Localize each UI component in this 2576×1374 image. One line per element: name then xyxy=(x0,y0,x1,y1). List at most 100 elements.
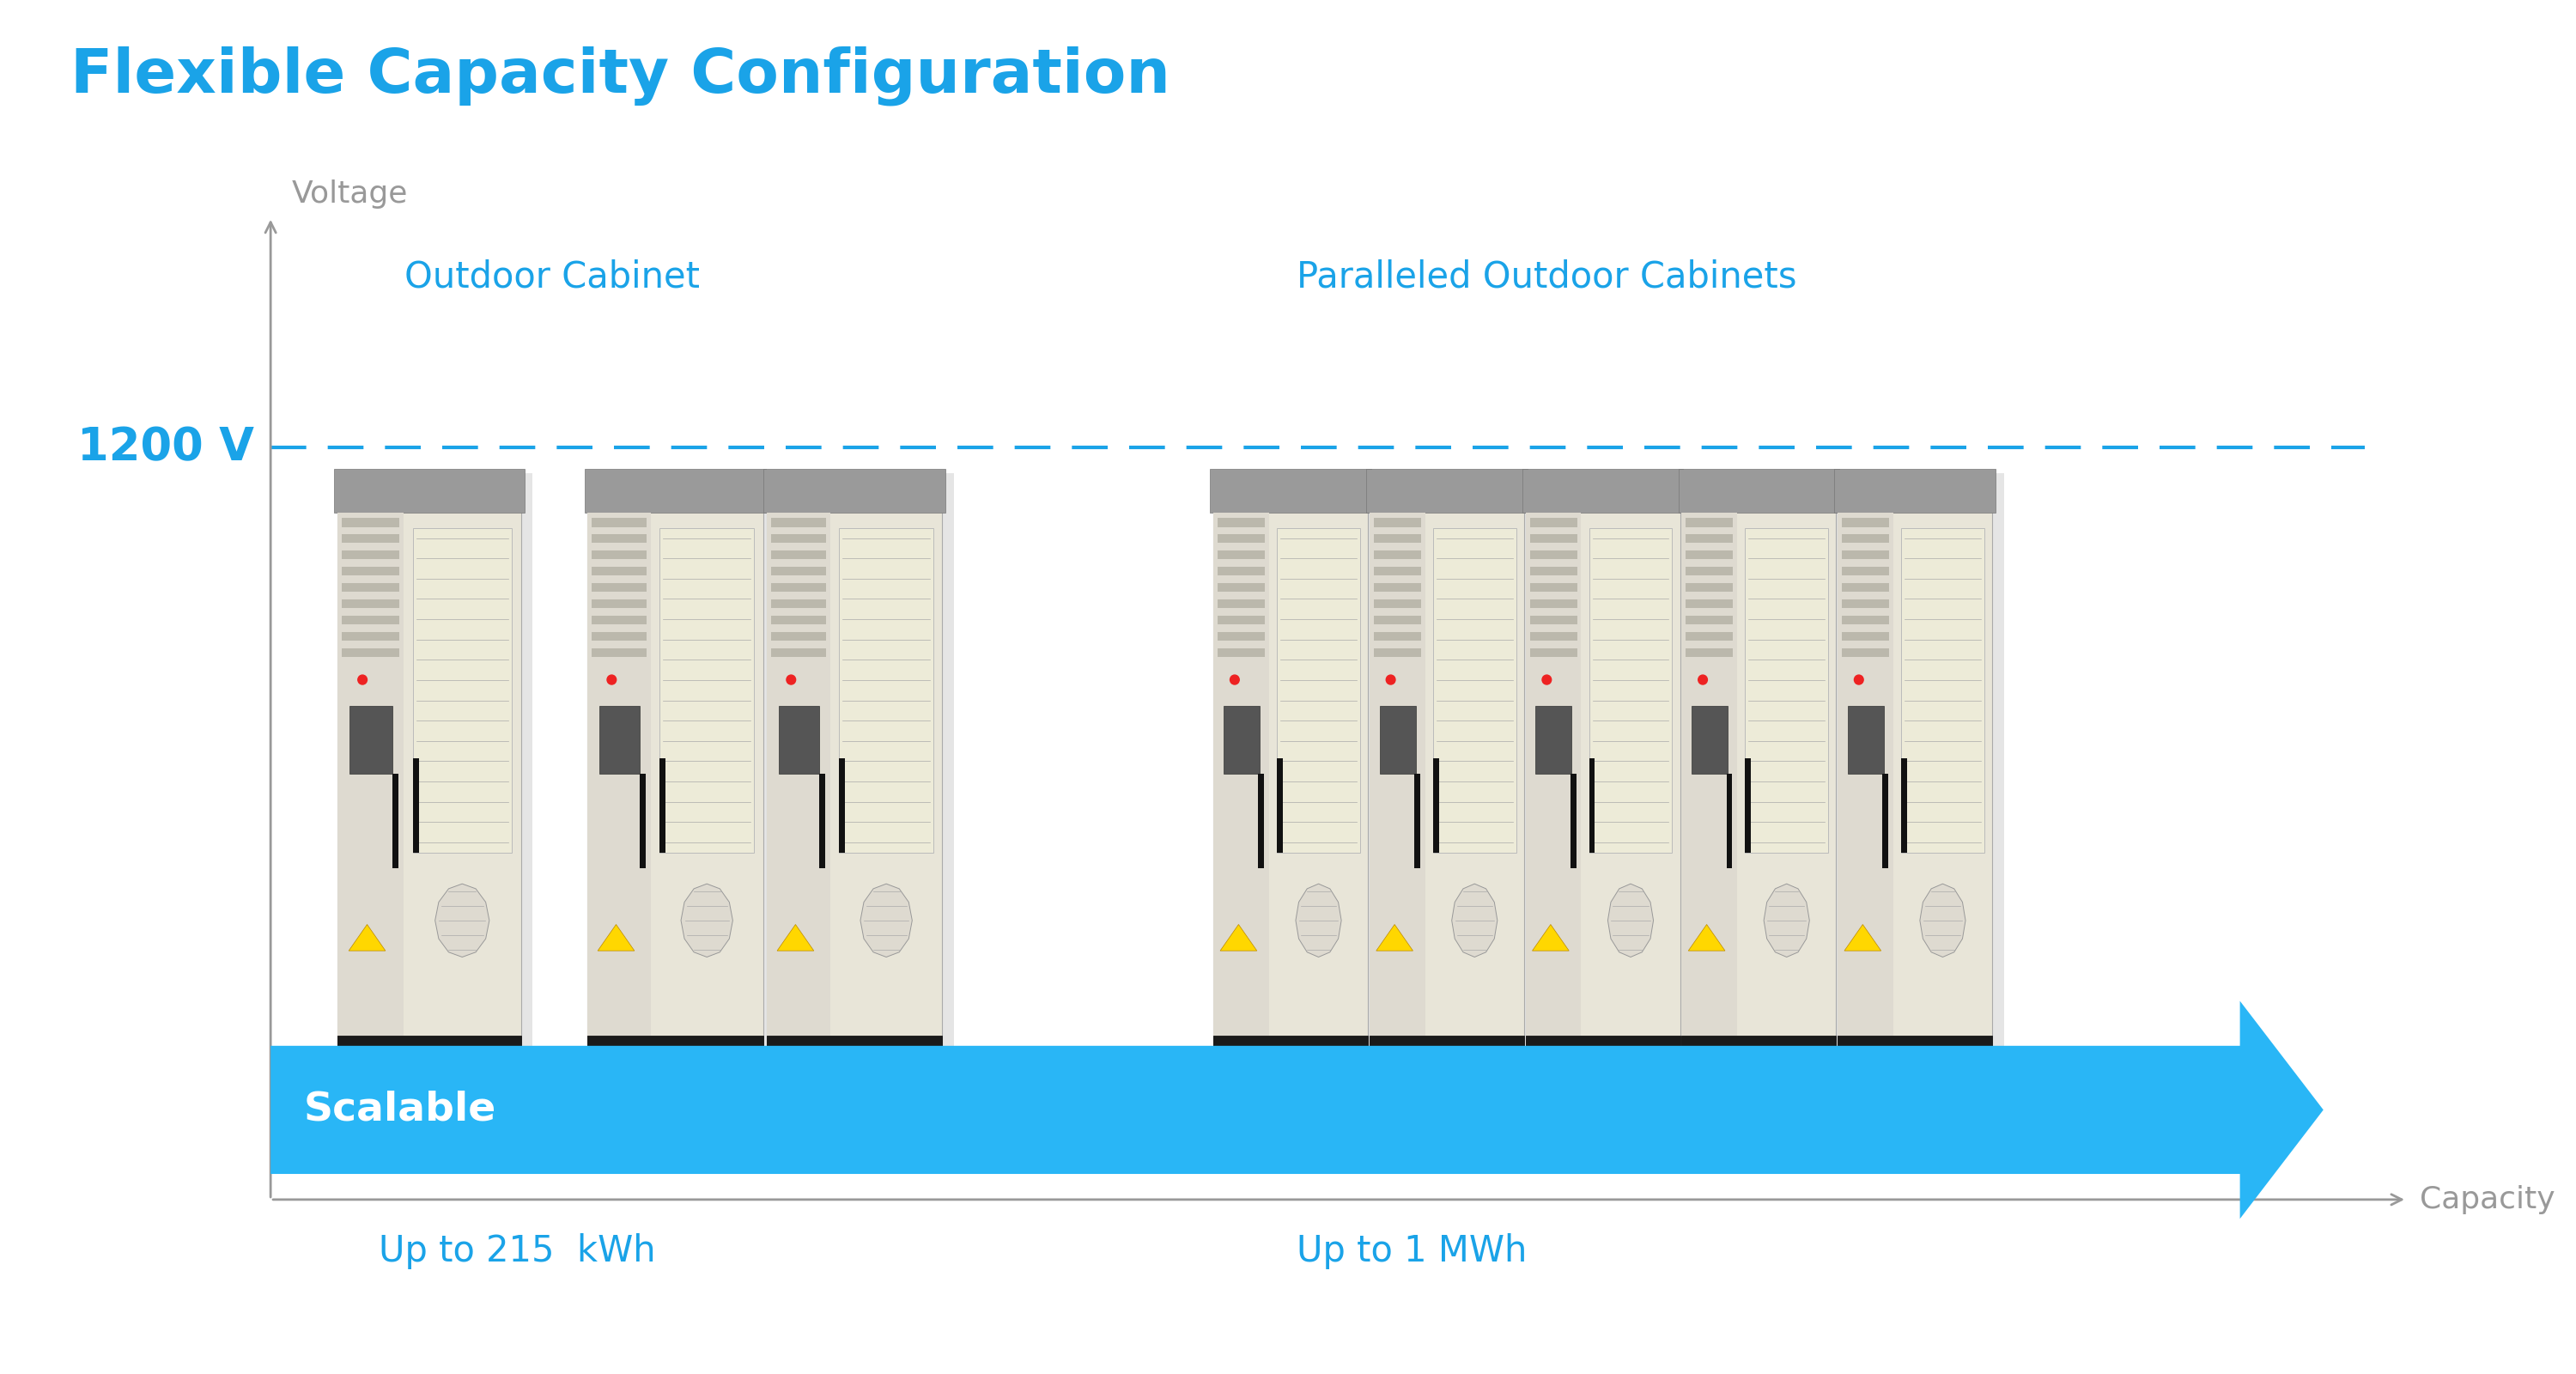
Bar xyxy=(1685,616,1734,625)
Bar xyxy=(350,706,392,774)
Bar xyxy=(1370,1036,1525,1072)
Bar xyxy=(1842,632,1888,640)
Polygon shape xyxy=(1844,925,1880,951)
Bar xyxy=(1373,566,1422,576)
Bar xyxy=(1842,583,1888,592)
Bar xyxy=(592,518,647,526)
Text: 1200 V: 1200 V xyxy=(77,426,255,470)
Bar xyxy=(412,528,513,852)
Bar xyxy=(770,566,827,576)
Bar xyxy=(337,474,520,1072)
Bar xyxy=(1842,534,1888,543)
Polygon shape xyxy=(348,925,386,951)
Bar xyxy=(1685,534,1734,543)
Bar xyxy=(770,534,827,543)
Bar xyxy=(1218,616,1265,625)
Bar xyxy=(1692,706,1728,774)
Bar xyxy=(1744,528,1829,852)
Bar xyxy=(1522,469,1682,513)
Text: Up to 215  kWh: Up to 215 kWh xyxy=(379,1232,657,1268)
Bar xyxy=(587,513,652,1036)
Bar xyxy=(1685,566,1734,576)
Bar xyxy=(343,518,399,526)
Bar xyxy=(1381,706,1417,774)
Bar xyxy=(1373,534,1422,543)
Bar xyxy=(770,649,827,657)
Circle shape xyxy=(1231,675,1239,684)
Text: Scalable: Scalable xyxy=(304,1091,497,1129)
Polygon shape xyxy=(1296,883,1342,958)
Bar xyxy=(1373,518,1422,526)
Bar xyxy=(1530,632,1577,640)
Bar xyxy=(1682,474,1837,1072)
Text: Capacity: Capacity xyxy=(2419,1184,2555,1215)
Bar xyxy=(1842,599,1888,609)
Bar xyxy=(1373,616,1422,625)
Bar xyxy=(1370,513,1425,1036)
Bar xyxy=(1685,599,1734,609)
Bar xyxy=(639,774,647,868)
Polygon shape xyxy=(1453,883,1497,958)
Polygon shape xyxy=(1533,925,1569,951)
Bar xyxy=(840,758,845,852)
Bar xyxy=(1213,474,1368,1072)
Bar xyxy=(1218,566,1265,576)
Bar xyxy=(1589,758,1595,852)
Polygon shape xyxy=(1687,925,1726,951)
Bar xyxy=(1685,583,1734,592)
Polygon shape xyxy=(1765,883,1808,958)
Bar xyxy=(1571,774,1577,868)
Bar xyxy=(1842,566,1888,576)
Bar xyxy=(1218,551,1265,559)
Bar xyxy=(585,469,765,513)
Bar xyxy=(343,616,399,625)
Bar xyxy=(1685,632,1734,640)
Bar xyxy=(1682,513,1736,1036)
Bar xyxy=(1677,474,1692,1072)
Bar xyxy=(343,599,399,609)
Bar xyxy=(1837,1036,1991,1072)
Bar xyxy=(770,551,827,559)
Bar xyxy=(592,599,647,609)
Circle shape xyxy=(608,675,616,684)
Bar xyxy=(1530,566,1577,576)
Bar xyxy=(1414,774,1419,868)
Bar xyxy=(587,1036,762,1072)
Bar xyxy=(1218,534,1265,543)
Bar xyxy=(1726,774,1731,868)
Bar xyxy=(600,706,639,774)
Polygon shape xyxy=(270,1000,2324,1219)
Bar xyxy=(819,774,824,868)
Circle shape xyxy=(786,675,796,684)
Bar xyxy=(337,513,404,1036)
Bar xyxy=(1525,1036,1680,1072)
Bar xyxy=(1211,469,1370,513)
Polygon shape xyxy=(778,925,814,951)
Bar xyxy=(1530,599,1577,609)
Bar xyxy=(1520,474,1535,1072)
Bar xyxy=(770,599,827,609)
Bar xyxy=(1278,528,1360,852)
Bar xyxy=(335,469,526,513)
Bar xyxy=(587,474,762,1072)
Bar xyxy=(1213,1036,1368,1072)
Bar xyxy=(1842,616,1888,625)
Polygon shape xyxy=(1221,925,1257,951)
Bar xyxy=(1847,706,1883,774)
Bar xyxy=(1901,758,1906,852)
Bar xyxy=(1525,513,1582,1036)
Bar xyxy=(592,566,647,576)
Circle shape xyxy=(1855,675,1862,684)
Polygon shape xyxy=(435,883,489,958)
Polygon shape xyxy=(1919,883,1965,958)
Text: Outdoor Cabinet: Outdoor Cabinet xyxy=(404,258,701,295)
Bar xyxy=(760,474,775,1072)
Bar xyxy=(1218,649,1265,657)
Bar xyxy=(659,528,755,852)
Bar xyxy=(659,758,665,852)
Bar xyxy=(1589,528,1672,852)
Bar xyxy=(1218,632,1265,640)
Bar xyxy=(770,632,827,640)
Bar xyxy=(337,1036,520,1072)
Bar xyxy=(1525,474,1680,1072)
